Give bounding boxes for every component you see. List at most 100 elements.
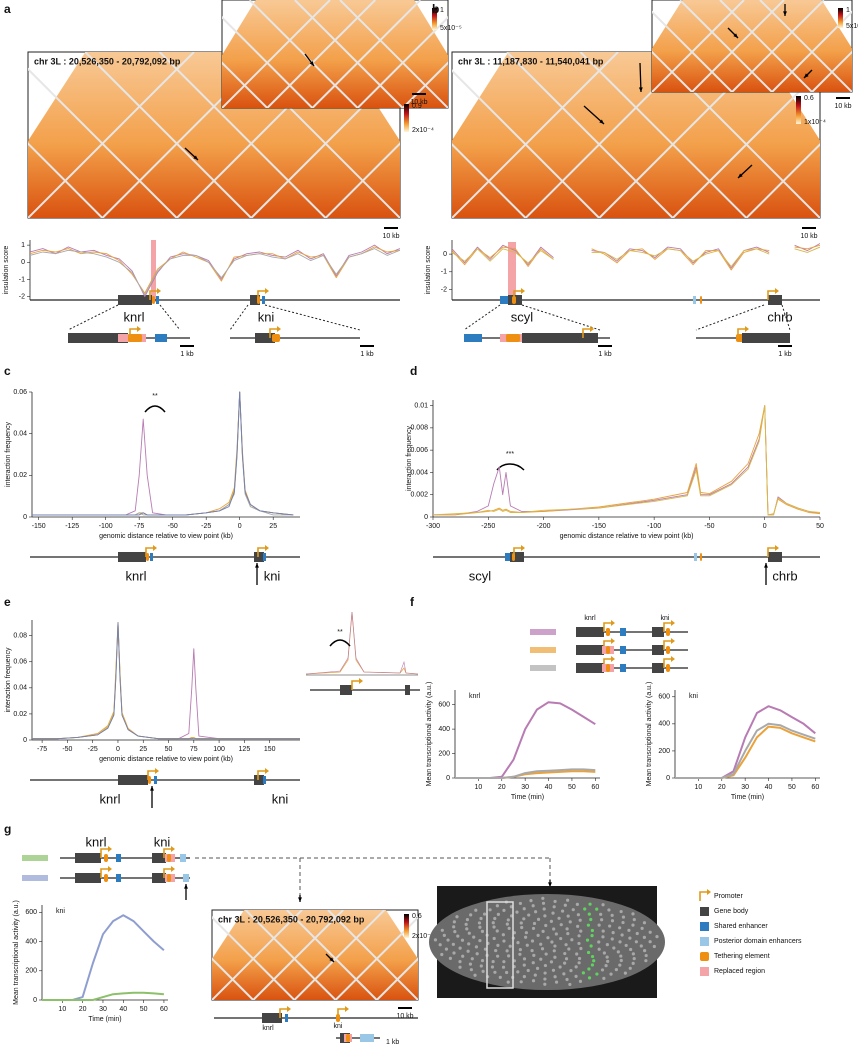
scale-label: 10 kb [410,99,427,106]
nucleus [448,956,452,960]
nucleus [542,907,546,911]
panel-label: b [432,2,439,16]
promoter [100,848,108,858]
inset-curve [305,611,419,675]
promoter-head [671,638,675,644]
nucleus [460,938,465,942]
nucleus [607,908,611,912]
nucleus [604,964,608,968]
nucleus [475,952,479,956]
nucleus [576,913,580,917]
gene-label: chrb [772,568,797,583]
nucleus [569,968,573,973]
legend-icon [700,937,709,946]
promoter [279,1008,287,1018]
track-gene [742,333,790,343]
track-gene [255,333,275,343]
track-enh [500,296,508,304]
track-gene [576,663,604,673]
series-line [32,622,300,740]
nucleus [522,907,526,911]
nucleus [519,980,523,984]
nucleus [470,957,474,961]
promoter [163,848,171,858]
arrow-head [193,155,198,160]
y-tick-label: 200 [25,968,37,975]
nucleus [619,958,623,963]
nucleus [578,979,583,983]
arrow-head [329,957,334,962]
nucleus [575,952,579,956]
nucleus [618,926,622,930]
nucleus [479,916,483,921]
promoter [699,891,707,901]
x-tick-label: 30 [521,784,529,791]
series-line [455,768,596,779]
nucleus [590,954,595,959]
nucleus [531,961,535,965]
tad-boundary [222,61,268,108]
tad-boundary [158,52,327,218]
track-gene [68,333,128,343]
nucleus [619,954,623,958]
track-enh [620,664,626,672]
x-tick-label: 50 [568,784,576,791]
x-tick-label: 40 [545,784,553,791]
x-tick-label: 75 [190,746,198,753]
legend-icon [700,967,709,976]
tad-boundary [452,52,619,218]
series-line [32,622,300,740]
track-enh [505,553,510,561]
x-tick-label: 25 [269,523,277,530]
nucleus [564,943,568,947]
x-tick-label: -250 [481,523,495,530]
y-tick-label: 0.01 [414,402,428,409]
promoter-head [171,866,175,872]
nucleus [458,965,462,969]
nucleus [533,973,537,977]
nucleus [610,937,614,941]
promoter-head [775,288,779,294]
tad-boundary [452,69,600,218]
nucleus [529,899,533,903]
nucleus [605,943,609,947]
track-teth [167,854,171,862]
promoter-head [359,678,363,684]
nucleus [518,901,523,906]
panel-label: e [4,595,11,609]
x-tick-label: 30 [99,1006,107,1013]
promoter [149,290,157,300]
promoter [737,328,745,338]
nucleus [655,935,659,939]
track-teth [666,646,670,654]
scale-label: 1 kb [778,351,791,358]
scale-label: 10 kb [382,233,399,240]
nucleus [642,935,646,939]
nucleus [551,968,556,972]
nucleus [559,936,563,941]
x-tick-label: -75 [37,746,47,753]
x-tick-label: -125 [65,523,79,530]
nucleus [621,920,625,925]
series-line [42,991,164,1001]
nucleus [568,982,572,987]
nucleus [502,960,506,964]
tad-boundary [324,142,400,218]
y-tick-label: 0.02 [13,472,27,479]
y-tick-label: -2 [441,286,447,293]
nucleus [553,955,557,959]
hic-map [221,0,449,109]
track-gene [152,873,166,883]
legend-swatch [22,855,48,861]
nucleus [560,909,565,913]
track-enh [620,646,626,654]
nucleus [552,927,556,931]
nucleus [644,953,648,958]
tad-boundary [294,0,404,108]
tad-boundary [691,0,785,92]
x-axis-label: genomic distance relative to view point … [99,533,233,540]
gene-label: knrl [124,309,145,324]
colorbar [404,914,409,938]
y-tick-label: 0.002 [410,492,428,499]
legend-swatch [530,629,556,635]
